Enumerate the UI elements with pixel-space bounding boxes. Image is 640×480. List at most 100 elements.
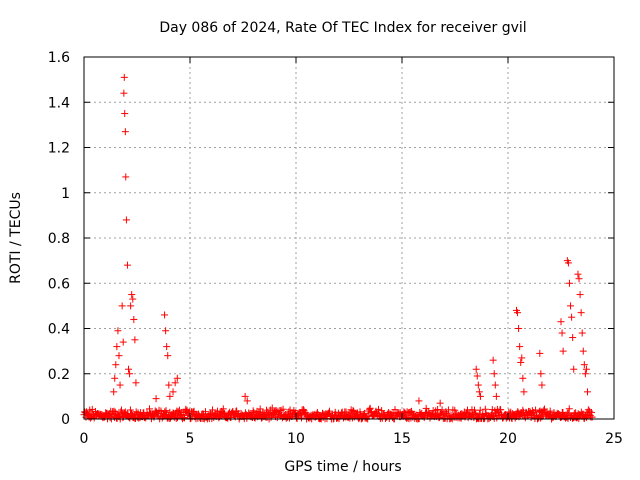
baseline-point — [150, 413, 158, 421]
data-point — [537, 370, 545, 378]
baseline-point — [256, 405, 264, 413]
data-point — [538, 381, 546, 389]
data-point — [415, 397, 423, 405]
data-point — [119, 338, 127, 346]
y-tick-label: 1 — [61, 186, 70, 202]
data-point — [128, 291, 136, 299]
baseline-point — [325, 407, 333, 415]
data-point — [567, 302, 575, 310]
baseline-point — [565, 405, 573, 413]
data-point — [126, 370, 134, 378]
baseline-point — [451, 406, 459, 414]
baseline-point — [546, 407, 554, 415]
data-point — [111, 374, 119, 382]
baseline-point — [219, 405, 227, 413]
data-point — [558, 329, 566, 337]
baseline-point — [374, 405, 382, 413]
data-point — [564, 259, 572, 267]
data-point — [115, 352, 123, 360]
x-tick-label: 0 — [80, 431, 89, 447]
baseline-noise-layer — [80, 404, 596, 423]
baseline-point — [511, 414, 519, 422]
x-tick-label: 5 — [186, 431, 195, 447]
data-point — [514, 309, 522, 317]
baseline-point — [436, 413, 444, 421]
data-point — [575, 275, 583, 283]
data-point — [492, 392, 500, 400]
data-point — [110, 388, 118, 396]
data-point — [476, 392, 484, 400]
data-point — [121, 110, 129, 118]
data-point — [473, 372, 481, 380]
data-point — [163, 343, 171, 351]
baseline-point — [313, 410, 321, 418]
x-tick-label: 25 — [605, 431, 623, 447]
chart-title: Day 086 of 2024, Rate Of TEC Index for r… — [159, 20, 526, 36]
data-point — [161, 311, 169, 319]
baseline-point — [540, 405, 548, 413]
data-point — [116, 381, 124, 389]
data-point — [568, 313, 576, 321]
baseline-point — [366, 404, 374, 412]
data-point — [489, 356, 497, 364]
y-tick-label: 0.4 — [48, 322, 70, 338]
data-point — [122, 173, 130, 181]
data-point — [114, 327, 122, 335]
data-point — [577, 309, 585, 317]
data-point — [121, 128, 129, 136]
data-point — [520, 388, 528, 396]
data-point — [570, 365, 578, 373]
baseline-point — [481, 405, 489, 413]
data-point — [166, 392, 174, 400]
data-point — [578, 329, 586, 337]
data-point — [515, 325, 523, 332]
data-point — [130, 315, 138, 323]
data-point — [491, 381, 499, 389]
baseline-point — [438, 406, 446, 414]
baseline-point — [378, 407, 386, 415]
data-point — [474, 381, 482, 389]
data-point — [165, 381, 173, 389]
baseline-point — [162, 407, 170, 415]
data-point — [120, 73, 128, 81]
baseline-point — [497, 406, 505, 414]
data-point — [565, 279, 573, 287]
x-tick-label: 10 — [287, 431, 305, 447]
x-ticks: 0 5 10 15 20 25 — [80, 57, 623, 447]
y-tick-label: 1.2 — [48, 141, 70, 157]
data-point — [241, 392, 249, 400]
y-axis-label: ROTI / TECUs — [8, 192, 24, 284]
data-point — [436, 399, 444, 407]
data-point — [576, 291, 584, 299]
x-tick-label: 20 — [499, 431, 517, 447]
points-layer — [110, 73, 591, 407]
data-point — [129, 295, 137, 303]
baseline-point — [528, 407, 536, 415]
data-point — [475, 388, 483, 396]
baseline-point — [391, 406, 399, 414]
data-point — [120, 89, 128, 97]
data-point — [112, 361, 120, 369]
data-point — [516, 343, 524, 351]
baseline-point — [126, 406, 134, 414]
data-point — [162, 327, 170, 335]
baseline-point — [532, 406, 540, 414]
baseline-point — [208, 406, 216, 414]
baseline-point — [471, 409, 479, 417]
data-point — [113, 343, 121, 351]
baseline-point — [422, 404, 430, 412]
y-ticks: 0 0.2 0.4 0.6 0.8 1 1.2 1.4 1.6 — [48, 50, 614, 428]
data-point — [584, 388, 591, 396]
data-point — [574, 270, 582, 278]
data-point — [581, 370, 589, 378]
data-point — [132, 379, 140, 387]
baseline-point — [476, 406, 484, 414]
x-tick-label: 15 — [393, 431, 411, 447]
data-point — [536, 349, 544, 357]
baseline-point — [588, 408, 596, 416]
baseline-point — [279, 405, 287, 413]
data-point — [519, 374, 527, 382]
y-tick-label: 0.8 — [48, 231, 70, 247]
baseline-point — [286, 406, 294, 414]
